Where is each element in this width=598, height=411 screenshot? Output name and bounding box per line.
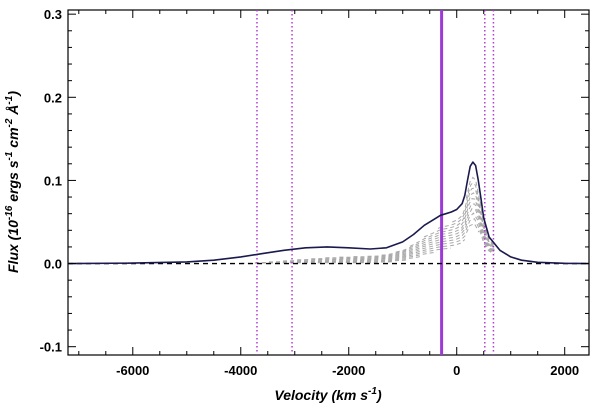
plot-frame xyxy=(67,9,590,356)
model-component-line xyxy=(409,198,495,251)
model-component-line xyxy=(283,255,423,262)
x-tick-label: -4000 xyxy=(224,363,257,378)
model-component-line xyxy=(268,259,409,263)
y-tick-label: 0.2 xyxy=(44,90,62,105)
model-component-line xyxy=(381,207,495,256)
model-component-line xyxy=(452,182,495,248)
model-component-line xyxy=(297,251,437,261)
series-layer xyxy=(67,161,590,265)
model-component-line xyxy=(465,176,495,247)
y-tick-label: 0.1 xyxy=(44,173,62,188)
model-component-line xyxy=(395,203,495,253)
model-component-line xyxy=(311,247,451,260)
y-tick-label: 0.3 xyxy=(44,7,62,22)
x-tick-label: 2000 xyxy=(550,363,579,378)
y-tick-label: -0.1 xyxy=(40,340,62,355)
x-tick-label: 0 xyxy=(453,363,460,378)
y-axis-title: Flux (10-16 ergs s-1 cm-2 Å-1) xyxy=(4,91,21,273)
x-tick-label: -2000 xyxy=(332,363,365,378)
y-tick-label: 0.0 xyxy=(44,257,62,272)
axis-ticks: -6000 -4000 -2000 0 2000 -0.1 0.0 0.1 0.2 0.3 xyxy=(40,7,589,378)
x-axis-title: Velocity (km s-1) xyxy=(274,386,382,403)
x-tick-label: -6000 xyxy=(116,363,149,378)
model-component-line xyxy=(339,223,480,259)
model-component-line xyxy=(325,239,466,259)
shaded-model xyxy=(240,176,495,264)
flux-profile-line xyxy=(67,161,590,265)
vertical-markers xyxy=(256,10,495,355)
model-component-line xyxy=(437,187,495,249)
model-component-line xyxy=(254,261,395,264)
model-component-line xyxy=(353,218,494,258)
model-component-line xyxy=(367,212,495,257)
